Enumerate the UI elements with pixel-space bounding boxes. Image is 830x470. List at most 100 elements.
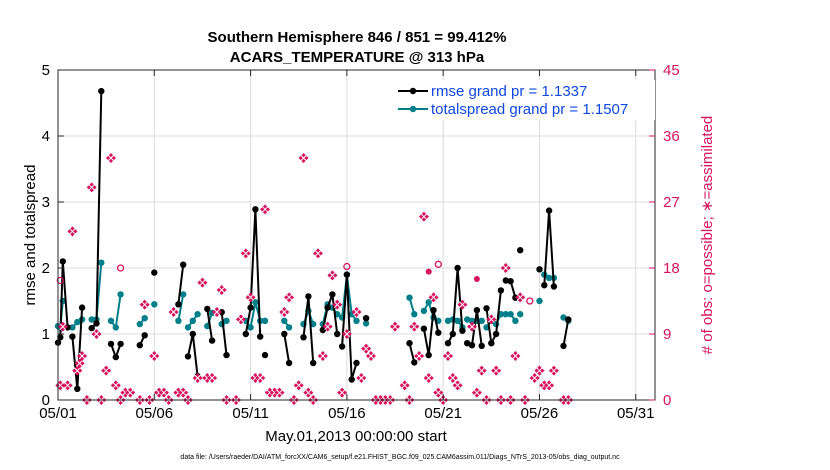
obs-possible-marker (434, 260, 442, 268)
rmse-point (257, 333, 264, 340)
obs-assimilated-star (362, 345, 370, 353)
obs-assimilated-star (280, 308, 288, 316)
obs-assimilated-star (285, 293, 293, 301)
spread-point (175, 317, 182, 324)
series-layer (54, 87, 572, 392)
rmse-point (88, 324, 95, 332)
rmse-point (151, 269, 158, 276)
obs-assimilated-star (59, 323, 67, 331)
rmse-point (550, 283, 558, 290)
spread-point (444, 317, 452, 324)
legend: rmse grand pr = 1.1337 totalspread grand… (393, 80, 655, 120)
rmse-point (545, 207, 553, 214)
rmse-point (136, 342, 143, 349)
spread-point (107, 317, 115, 324)
rmse-point (507, 278, 514, 285)
spread-point (98, 259, 105, 266)
rmse-point (406, 340, 413, 347)
rmse-point (468, 342, 476, 349)
grid-lines (57, 70, 655, 400)
x-tick-label: 05/01 (39, 405, 77, 422)
rmse-point (502, 277, 509, 284)
obs-assimilated-star (112, 381, 120, 389)
rmse-point (338, 343, 346, 350)
obs-assimilated-star (430, 293, 437, 301)
obs-assimilated-star (449, 374, 457, 382)
spread-point (478, 317, 485, 324)
obs-assimilated-star (473, 389, 481, 397)
obs-assimilated-star (536, 367, 543, 375)
y2-tick-label: 36 (663, 128, 680, 145)
spread-point (411, 311, 418, 318)
rmse-point (541, 282, 548, 289)
obs-assimilated-star (247, 293, 254, 301)
rmse-point (112, 353, 120, 361)
rmse-point (517, 247, 524, 254)
data-file-footer: data file: /Users/raeder/DAI/ATM_forcXX/… (180, 454, 620, 461)
spread-point (507, 311, 514, 318)
rmse-point (261, 351, 269, 359)
spread-point (247, 324, 254, 331)
x-tick-label: 05/16 (328, 405, 366, 422)
rmse-point (324, 304, 331, 311)
y2-tick-label: 18 (663, 260, 680, 277)
spread-point (512, 317, 519, 324)
obs-assimilated-star (194, 374, 201, 382)
obs-assimilated-star (434, 389, 442, 397)
chart-title-line1: Southern Hemisphere 846 / 851 = 99.412% (208, 29, 507, 46)
rmse-point (74, 385, 81, 392)
obs-assimilated-star (93, 330, 100, 338)
rmse-series-line (485, 290, 502, 345)
obs-possible-marker (526, 297, 534, 305)
rmse-point (353, 359, 360, 367)
rmse-point (444, 340, 452, 347)
obs-assimilated-star (492, 367, 500, 375)
spread-point (454, 317, 461, 324)
obs-assimilated-star (512, 352, 519, 360)
y-tick-label: 2 (42, 260, 50, 277)
rmse-point (464, 340, 471, 347)
spread-point (536, 297, 543, 305)
spread-point (285, 324, 293, 331)
obs-assimilated-star (64, 381, 71, 389)
obs-assimilated-star (357, 374, 365, 382)
obs-assimilated-star (141, 301, 149, 309)
spread-point (74, 318, 81, 326)
obs-assimilated-star (242, 249, 250, 257)
rmse-point (478, 342, 485, 350)
obs-assimilated-star (353, 308, 360, 316)
y2-tick-label: 9 (663, 326, 671, 343)
obs-assimilated-star (160, 389, 168, 397)
x-tick-label: 05/26 (521, 405, 559, 422)
spread-point (194, 311, 201, 318)
rmse-point (459, 327, 466, 334)
rmse-point (141, 332, 148, 339)
rmse-series-line (447, 267, 464, 344)
rmse-point (223, 351, 230, 359)
chart-title-line2: ACARS_TEMPERATURE @ 313 hPa (230, 49, 485, 66)
rmse-point (180, 261, 187, 268)
rmse-point (305, 293, 312, 300)
obs-assimilated-star (502, 264, 510, 272)
spread-point (420, 307, 428, 315)
obs-assimilated-star (468, 323, 476, 331)
spread-point (464, 316, 471, 323)
rmse-point (492, 330, 500, 338)
spread-point (141, 315, 148, 322)
rmse-point (57, 334, 64, 341)
x-axis-label: May.01,2013 00:00:00 start (265, 428, 447, 445)
rmse-point (343, 271, 351, 278)
rmse-point (78, 304, 86, 311)
rmse-point (204, 305, 211, 313)
plot-area (58, 70, 655, 400)
y2-axis-label: # of obs: o=possible; ∗=assimilated (699, 116, 716, 355)
legend-rmse-label: rmse grand pr = 1.1337 (431, 83, 587, 100)
obs-assimilated-star (305, 389, 312, 397)
obs-assimilated-star (459, 301, 466, 309)
y2-tick-label: 27 (663, 194, 680, 211)
obs-possible-marker (473, 276, 480, 282)
obs-assimilated-star (487, 315, 495, 323)
obs-assimilated-star (150, 352, 158, 360)
y-tick-label: 0 (42, 392, 50, 409)
